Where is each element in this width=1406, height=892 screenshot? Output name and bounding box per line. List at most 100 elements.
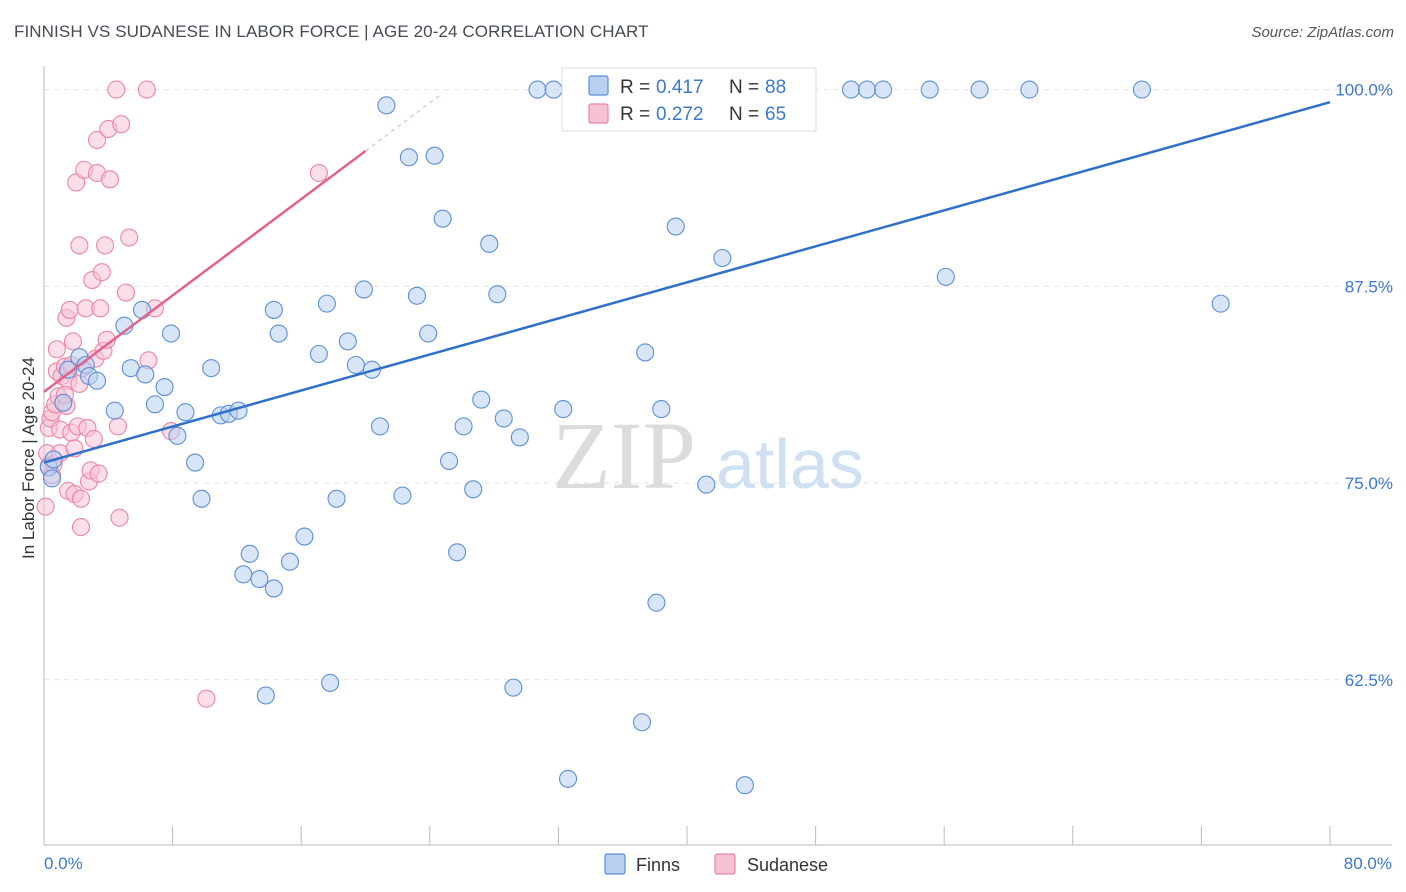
finns-point <box>264 300 283 319</box>
finns-point <box>407 286 426 305</box>
finns-point <box>632 713 652 732</box>
sudanese-point <box>70 236 89 255</box>
finns-point <box>54 393 73 412</box>
sudanese-point <box>84 429 103 449</box>
finns-point <box>155 377 174 397</box>
finns-point <box>425 146 444 165</box>
sudanese-point <box>107 80 126 99</box>
y-tick-label: 100.0% <box>1335 81 1393 100</box>
finns-point <box>370 417 390 436</box>
finns-point <box>338 332 357 351</box>
finns-point <box>269 324 288 343</box>
stats-legend: R = 0.417 N = 88 R = 0.272 N = 65 <box>561 67 817 132</box>
sudanese-point <box>112 115 131 134</box>
x-tick-label-max: 80.0% <box>1344 854 1392 873</box>
finns-point <box>161 324 181 343</box>
finns-point <box>295 527 314 546</box>
finns-point <box>309 344 328 364</box>
finns-point <box>168 426 187 445</box>
finns-point <box>874 80 893 99</box>
finns-point <box>494 409 513 428</box>
finns-point <box>448 543 467 562</box>
finns-point <box>327 489 346 508</box>
bottom-legend-label-finns: Finns <box>636 855 680 875</box>
finns-point <box>472 390 491 409</box>
sudanese-point <box>89 464 108 483</box>
finns-point <box>280 552 299 571</box>
finns-point <box>87 371 107 390</box>
series-legend: Finns Sudanese <box>604 853 828 875</box>
finns-point <box>510 428 529 447</box>
finns-point <box>841 80 861 99</box>
finns-point <box>970 80 989 99</box>
finns-point <box>735 776 754 795</box>
finns-point <box>1211 294 1230 313</box>
finns-point <box>186 453 205 472</box>
finns-point <box>264 579 283 598</box>
sudanese-point <box>108 417 127 436</box>
finns-point <box>42 469 62 488</box>
legend-n-label-sudanese: N = <box>729 104 759 125</box>
legend-r-value-sudanese: 0.272 <box>656 104 704 125</box>
finns-point <box>1020 80 1039 99</box>
legend-swatch-finns <box>588 75 609 96</box>
finns-point <box>250 569 269 589</box>
finns-point <box>652 400 671 419</box>
finns-point <box>504 678 523 697</box>
y-tick-labels: 62.5% 75.0% 87.5% 100.0% <box>1335 81 1393 690</box>
finns-point <box>554 400 573 419</box>
finns-point <box>145 395 164 414</box>
finns-point <box>433 209 452 228</box>
bottom-legend-label-sudanese: Sudanese <box>747 855 828 875</box>
finns-point <box>558 769 578 788</box>
finns-point <box>920 80 939 99</box>
finns-point <box>393 486 412 505</box>
legend-swatch-sudanese <box>588 103 609 124</box>
y-tick-label: 62.5% <box>1345 671 1393 690</box>
sudanese-point <box>120 228 139 247</box>
sudanese-point <box>91 299 110 318</box>
finns-point <box>857 80 877 99</box>
finns-point <box>528 80 547 99</box>
legend-r-label-finns: R = <box>620 77 650 98</box>
watermark-atlas: atlas <box>716 425 864 503</box>
finns-point <box>419 324 438 343</box>
sudanese-point <box>110 508 129 527</box>
finns-point <box>1132 80 1151 99</box>
finns-point <box>647 593 666 612</box>
sudanese-point <box>71 518 91 537</box>
sudanese-point <box>116 283 136 302</box>
finns-point <box>105 401 124 420</box>
finns-point <box>936 267 955 286</box>
finns-point <box>321 673 340 692</box>
legend-r-label-sudanese: R = <box>620 104 650 125</box>
finns-point <box>256 686 275 705</box>
watermark-zip: ZIP <box>552 402 696 509</box>
finns-point <box>59 360 78 379</box>
finns-point <box>666 217 685 236</box>
finns-point <box>480 234 499 253</box>
legend-n-value-sudanese: 65 <box>765 104 786 125</box>
y-axis-title: In Labor Force | Age 20-24 <box>19 357 38 559</box>
finns-point <box>713 248 732 268</box>
sudanese-point <box>71 489 91 508</box>
finns-point <box>399 148 418 167</box>
sudanese-point <box>36 497 55 516</box>
sudanese-point <box>60 300 79 319</box>
finns-point <box>240 544 259 563</box>
x-tick-label-min: 0.0% <box>44 854 83 873</box>
sudanese-trend-extension <box>365 93 442 152</box>
finns-point <box>636 343 655 362</box>
finns-point <box>136 365 155 384</box>
sudanese-point <box>87 130 107 150</box>
sudanese-point <box>63 332 82 351</box>
sudanese-trend-line <box>43 149 367 393</box>
finns-point <box>202 359 221 378</box>
finns-point <box>133 300 152 319</box>
chart-title: FINNISH VS SUDANESE IN LABOR FORCE | AGE… <box>14 22 649 41</box>
finns-point <box>488 285 507 304</box>
legend-r-value-finns: 0.417 <box>656 77 704 98</box>
finns-point <box>346 355 365 375</box>
gridlines <box>44 89 1392 681</box>
source-label: Source: ZipAtlas.com <box>1251 24 1394 41</box>
